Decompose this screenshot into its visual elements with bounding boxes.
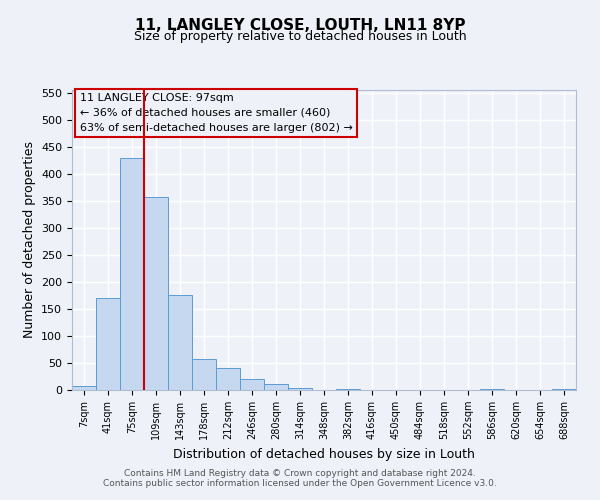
Bar <box>264 384 288 390</box>
Bar <box>288 388 312 390</box>
Bar <box>240 379 264 390</box>
Text: Contains HM Land Registry data © Crown copyright and database right 2024.: Contains HM Land Registry data © Crown c… <box>124 468 476 477</box>
Bar <box>120 158 144 390</box>
Bar <box>216 368 240 390</box>
Bar <box>96 298 120 390</box>
Text: 11 LANGLEY CLOSE: 97sqm
← 36% of detached houses are smaller (460)
63% of semi-d: 11 LANGLEY CLOSE: 97sqm ← 36% of detache… <box>80 93 352 132</box>
Bar <box>72 386 96 390</box>
Bar <box>168 296 192 390</box>
Bar <box>144 197 168 390</box>
X-axis label: Distribution of detached houses by size in Louth: Distribution of detached houses by size … <box>173 448 475 460</box>
Text: Contains public sector information licensed under the Open Government Licence v3: Contains public sector information licen… <box>103 478 497 488</box>
Text: Size of property relative to detached houses in Louth: Size of property relative to detached ho… <box>134 30 466 43</box>
Text: 11, LANGLEY CLOSE, LOUTH, LN11 8YP: 11, LANGLEY CLOSE, LOUTH, LN11 8YP <box>135 18 465 32</box>
Bar <box>192 359 216 390</box>
Y-axis label: Number of detached properties: Number of detached properties <box>23 142 35 338</box>
Bar <box>336 389 360 390</box>
